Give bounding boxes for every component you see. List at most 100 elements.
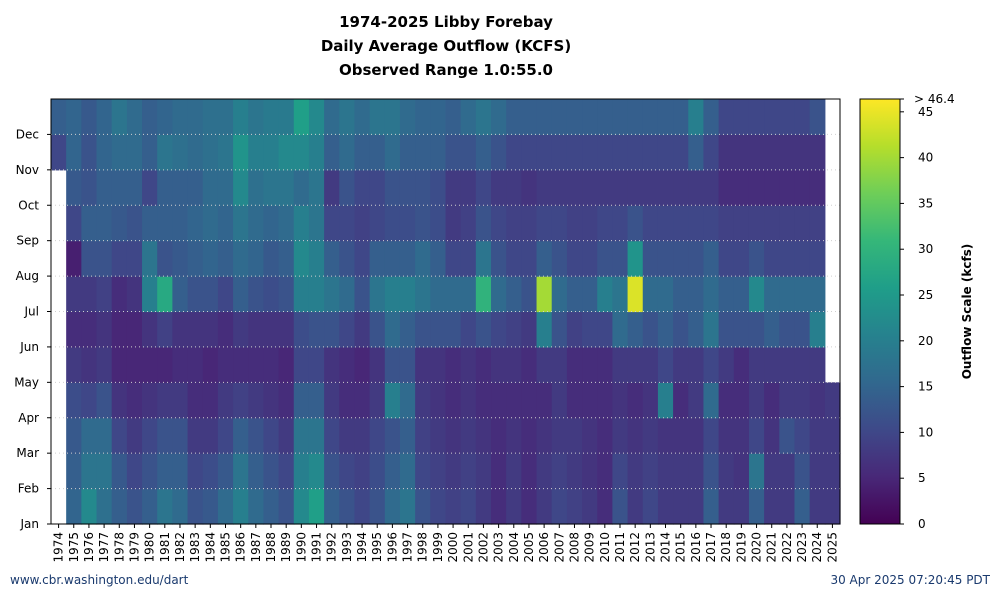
heatmap-cell	[354, 134, 371, 171]
heatmap-cell	[172, 488, 189, 525]
heatmap-cell	[354, 169, 371, 206]
heatmap-cell	[369, 240, 386, 277]
heatmap-cell	[582, 311, 598, 348]
chart-range-note: Observed Range 1.0:55.0	[339, 61, 553, 79]
heatmap-cell	[354, 99, 371, 136]
heatmap-cell	[688, 488, 705, 525]
heatmap-cell	[81, 311, 98, 348]
heatmap-cell	[809, 169, 826, 206]
heatmap-cell	[703, 453, 720, 490]
x-tick-label: 2015	[674, 532, 688, 563]
heatmap-cell	[491, 169, 507, 206]
colorbar-tick-label: 25	[918, 288, 933, 302]
heatmap-cell	[597, 453, 613, 490]
heatmap-cell	[733, 453, 750, 490]
heatmap-cell	[81, 346, 98, 383]
heatmap-cell	[688, 240, 705, 277]
heatmap-cell	[597, 205, 613, 242]
heatmap-cell	[308, 488, 325, 525]
heatmap-cell	[415, 134, 431, 171]
heatmap-cell	[248, 99, 265, 136]
heatmap-cell	[733, 311, 750, 348]
heatmap-cell	[187, 382, 204, 419]
heatmap-cell	[248, 346, 265, 383]
heatmap-cell	[491, 205, 507, 242]
heatmap-cell	[399, 276, 416, 313]
heatmap-cell	[81, 205, 98, 242]
x-tick-label: 2004	[507, 532, 521, 563]
heatmap-cell	[217, 240, 234, 277]
heatmap-cell	[126, 346, 143, 383]
heatmap-cell	[794, 453, 811, 490]
heatmap-cell	[460, 99, 477, 136]
heatmap-cell	[748, 276, 765, 313]
heatmap-cell	[718, 453, 735, 490]
heatmap-cell	[612, 169, 629, 206]
heatmap-cell	[354, 382, 371, 419]
heatmap-cell	[263, 205, 280, 242]
heatmap-cell	[445, 240, 462, 277]
heatmap-cell	[248, 169, 265, 206]
heatmap-cell	[521, 346, 538, 383]
heatmap-cell	[460, 134, 477, 171]
heatmap-cell	[81, 99, 98, 136]
heatmap-cell	[506, 382, 522, 419]
heatmap-cell	[142, 311, 158, 348]
heatmap-cell	[748, 169, 765, 206]
heatmap-cell	[506, 346, 522, 383]
heatmap-cell	[809, 134, 826, 171]
heatmap-cell	[779, 488, 796, 525]
heatmap-cell	[354, 276, 371, 313]
heatmap-cell	[657, 134, 674, 171]
heatmap-cell	[324, 205, 340, 242]
heatmap-cell	[536, 276, 553, 313]
heatmap-cell	[96, 453, 113, 490]
heatmap-cell	[384, 276, 401, 313]
heatmap-cell	[551, 346, 568, 383]
heatmap-cell	[521, 382, 538, 419]
heatmap-cell	[536, 453, 553, 490]
x-tick-label: 2020	[750, 532, 764, 563]
heatmap-cell	[96, 240, 113, 277]
heatmap-cell	[369, 311, 386, 348]
heatmap-cell	[263, 453, 280, 490]
heatmap-cell	[66, 488, 82, 525]
x-tick-label: 1997	[401, 532, 415, 563]
heatmap-cell	[475, 453, 492, 490]
heatmap-cell	[582, 240, 598, 277]
heatmap-cell	[657, 382, 674, 419]
heatmap-cell	[66, 240, 82, 277]
heatmap-cell	[612, 417, 629, 454]
heatmap-cell	[506, 205, 522, 242]
heatmap-cell	[491, 99, 507, 136]
x-tick-label: 1999	[431, 532, 445, 563]
x-tick-label: 1988	[264, 532, 278, 563]
heatmap-cell	[384, 240, 401, 277]
heatmap-cell	[293, 134, 310, 171]
heatmap-cell	[187, 311, 204, 348]
heatmap-cell	[293, 346, 310, 383]
heatmap-cell	[202, 276, 219, 313]
heatmap-cell	[582, 488, 598, 525]
heatmap-cell	[794, 346, 811, 383]
heatmap-cell	[733, 240, 750, 277]
heatmap-cell	[703, 134, 720, 171]
heatmap-cell	[582, 346, 598, 383]
x-tick-label: 2005	[522, 532, 536, 563]
heatmap-cell	[308, 276, 325, 313]
heatmap-cell	[415, 382, 431, 419]
heatmap-cell	[157, 205, 173, 242]
heatmap-cell	[673, 453, 689, 490]
heatmap-cell	[536, 99, 553, 136]
heatmap-cells	[51, 99, 841, 525]
heatmap-cell	[126, 276, 143, 313]
heatmap-cell	[399, 169, 416, 206]
heatmap-cell	[399, 311, 416, 348]
heatmap-cell	[172, 99, 189, 136]
heatmap-cell	[445, 417, 462, 454]
heatmap-cell	[233, 134, 249, 171]
heatmap-cell	[248, 382, 265, 419]
source-link[interactable]: www.cbr.washington.edu/dart	[10, 573, 189, 587]
heatmap-cell	[339, 382, 356, 419]
